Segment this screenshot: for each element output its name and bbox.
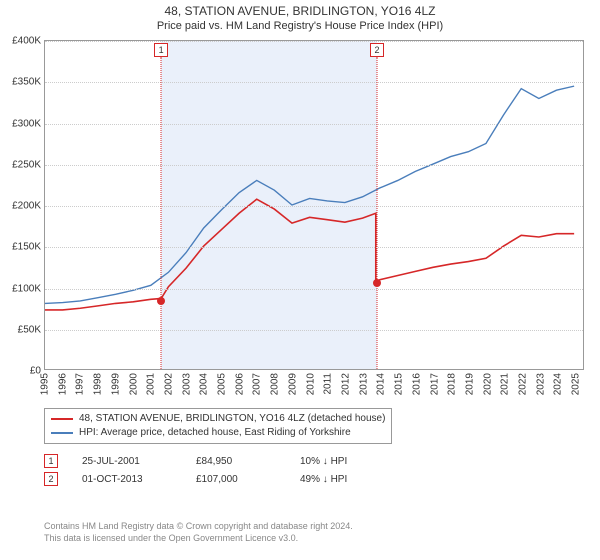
y-tick-label: £50K: [18, 324, 41, 335]
event-line: [376, 57, 377, 369]
events-table-price: £84,950: [196, 456, 276, 467]
y-gridline: [45, 41, 583, 42]
title-block: 48, STATION AVENUE, BRIDLINGTON, YO16 4L…: [0, 0, 600, 32]
x-tick-label: 2001: [146, 373, 157, 395]
x-tick-label: 2004: [199, 373, 210, 395]
y-tick-label: £350K: [12, 77, 41, 88]
plot-svg: [45, 41, 583, 369]
event-marker: 2: [370, 43, 384, 57]
y-tick-label: £250K: [12, 159, 41, 170]
events-table-date: 01-OCT-2013: [82, 474, 172, 485]
x-tick-label: 1996: [57, 373, 68, 395]
x-tick-label: 1997: [75, 373, 86, 395]
y-tick-label: £100K: [12, 283, 41, 294]
event-marker: 1: [154, 43, 168, 57]
y-gridline: [45, 330, 583, 331]
y-gridline: [45, 165, 583, 166]
x-tick-label: 2003: [181, 373, 192, 395]
plot-area: £0£50K£100K£150K£200K£250K£300K£350K£400…: [44, 40, 584, 370]
y-gridline: [45, 82, 583, 83]
x-tick-label: 1998: [93, 373, 104, 395]
x-tick-label: 2002: [163, 373, 174, 395]
footer-line1: Contains HM Land Registry data © Crown c…: [44, 520, 353, 532]
x-tick-label: 2017: [429, 373, 440, 395]
x-tick-label: 2023: [535, 373, 546, 395]
events-table-price: £107,000: [196, 474, 276, 485]
x-tick-label: 2022: [518, 373, 529, 395]
x-tick-label: 2013: [358, 373, 369, 395]
legend-label: HPI: Average price, detached house, East…: [79, 426, 351, 440]
y-tick-label: £150K: [12, 242, 41, 253]
chart-container: 48, STATION AVENUE, BRIDLINGTON, YO16 4L…: [0, 0, 600, 560]
legend-box: 48, STATION AVENUE, BRIDLINGTON, YO16 4L…: [44, 408, 392, 444]
x-tick-label: 2007: [252, 373, 263, 395]
y-gridline: [45, 289, 583, 290]
events-table-date: 25-JUL-2001: [82, 456, 172, 467]
x-tick-label: 2012: [340, 373, 351, 395]
x-tick-label: 2000: [128, 373, 139, 395]
y-gridline: [45, 206, 583, 207]
series-line-red: [45, 199, 574, 310]
legend-item: 48, STATION AVENUE, BRIDLINGTON, YO16 4L…: [51, 412, 385, 426]
title-subtitle: Price paid vs. HM Land Registry's House …: [0, 20, 600, 32]
footer-line2: This data is licensed under the Open Gov…: [44, 532, 353, 544]
x-tick-label: 2008: [270, 373, 281, 395]
x-tick-label: 1999: [110, 373, 121, 395]
series-line-blue: [45, 86, 574, 303]
x-tick-label: 2024: [553, 373, 564, 395]
x-tick-label: 2011: [323, 373, 334, 395]
x-tick-label: 2006: [234, 373, 245, 395]
legend-swatch: [51, 432, 73, 434]
x-tick-label: 1995: [40, 373, 51, 395]
y-tick-label: £200K: [12, 201, 41, 212]
title-address: 48, STATION AVENUE, BRIDLINGTON, YO16 4L…: [0, 4, 600, 18]
y-gridline: [45, 124, 583, 125]
events-table-marker: 2: [44, 472, 58, 486]
x-tick-label: 2025: [571, 373, 582, 395]
events-table-pct: 10% ↓ HPI: [300, 456, 390, 467]
x-tick-label: 2019: [464, 373, 475, 395]
x-tick-label: 2009: [287, 373, 298, 395]
event-dot: [373, 279, 381, 287]
y-gridline: [45, 247, 583, 248]
legend-swatch: [51, 418, 73, 420]
x-tick-label: 2015: [394, 373, 405, 395]
legend-item: HPI: Average price, detached house, East…: [51, 426, 385, 440]
event-dot: [157, 297, 165, 305]
x-tick-label: 2021: [500, 373, 511, 395]
y-tick-label: £400K: [12, 36, 41, 47]
events-table-marker: 1: [44, 454, 58, 468]
events-table: 1 25-JUL-2001 £84,950 10% ↓ HPI 2 01-OCT-2013…: [44, 452, 390, 488]
legend-label: 48, STATION AVENUE, BRIDLINGTON, YO16 4L…: [79, 412, 385, 426]
events-table-pct: 49% ↓ HPI: [300, 474, 390, 485]
x-tick-label: 2018: [447, 373, 458, 395]
y-tick-label: £300K: [12, 118, 41, 129]
x-tick-label: 2016: [411, 373, 422, 395]
x-tick-label: 2020: [482, 373, 493, 395]
x-tick-label: 2014: [376, 373, 387, 395]
event-line: [161, 57, 162, 369]
events-table-row: 2 01-OCT-2013 £107,000 49% ↓ HPI: [44, 470, 390, 488]
x-tick-label: 2005: [217, 373, 228, 395]
footer-note: Contains HM Land Registry data © Crown c…: [44, 520, 353, 544]
x-tick-label: 2010: [305, 373, 316, 395]
events-table-row: 1 25-JUL-2001 £84,950 10% ↓ HPI: [44, 452, 390, 470]
